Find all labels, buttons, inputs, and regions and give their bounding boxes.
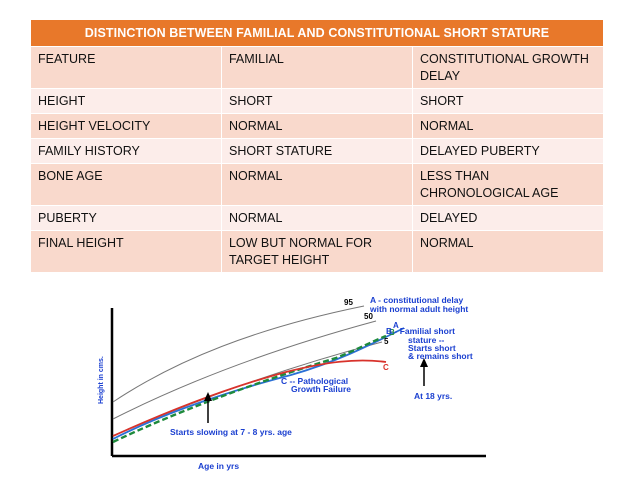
annotation-a-line2: with normal adult height	[369, 304, 468, 314]
table-cell: NORMAL	[411, 230, 605, 273]
arrow-age-18	[420, 358, 428, 386]
table-cell: PUBERTY	[30, 205, 222, 231]
table-title: DISTINCTION BETWEEN FAMILIAL AND CONSTIT…	[30, 19, 604, 47]
annotation-a-line1: A - constitutional delay	[370, 295, 463, 305]
curve-a-marker: A	[393, 321, 399, 330]
table-cell: FAMILY HISTORY	[30, 138, 222, 164]
table-cell: SHORT	[220, 88, 413, 114]
table-cell: SHORT	[411, 88, 605, 114]
table-cell: FINAL HEIGHT	[30, 230, 222, 273]
table-cell: DELAYED	[411, 205, 605, 231]
annotation-b-line1: B - Familial short	[386, 326, 455, 336]
annotation-b-line2: stature --	[408, 335, 445, 345]
annotation-b-line3: Starts short	[408, 343, 456, 353]
percentile-95-label: 95	[344, 298, 353, 307]
x-axis-label: Age in yrs	[198, 461, 239, 471]
table-cell: DELAYED PUBERTY	[411, 138, 605, 164]
curve-familial-short-stature	[112, 334, 387, 444]
arrow-age-7-8	[204, 392, 212, 423]
table-cell: BONE AGE	[30, 163, 222, 206]
percentile-5-label: 5	[384, 337, 389, 346]
table-cell: NORMAL	[220, 113, 413, 139]
table-cell: NORMAL	[220, 205, 413, 231]
table-row: BONE AGE NORMAL LESS THAN CHRONOLOGICAL …	[30, 163, 605, 206]
annotation-start-slowing: Starts slowing at 7 - 8 yrs. age	[170, 427, 292, 437]
percentile-50-label: 50	[364, 312, 373, 321]
table-cell: CONSTITUTIONAL GROWTH DELAY	[411, 46, 605, 89]
annotation-familial: B - Familial short stature -- Starts sho…	[386, 326, 473, 361]
table-row: FAMILY HISTORY SHORT STATURE DELAYED PUB…	[30, 138, 605, 164]
table-cell: NORMAL	[220, 163, 413, 206]
comparison-table: DISTINCTION BETWEEN FAMILIAL AND CONSTIT…	[30, 19, 605, 273]
table-row: HEIGHT VELOCITY NORMAL NORMAL	[30, 113, 605, 139]
table-row: HEIGHT SHORT SHORT	[30, 88, 605, 114]
curve-b-marker: B	[389, 328, 395, 337]
table-cell: FAMILIAL	[220, 46, 413, 89]
growth-chart-figure: 95 50 5 A B C Height in cms. A - constit…	[98, 295, 486, 471]
percentile-50-curve	[112, 320, 377, 420]
percentile-95-curve	[112, 305, 365, 403]
table-header-row: DISTINCTION BETWEEN FAMILIAL AND CONSTIT…	[30, 19, 604, 47]
table-row: FEATURE FAMILIAL CONSTITUTIONAL GROWTH D…	[30, 46, 605, 89]
curve-constitutional-delay	[112, 327, 405, 440]
annotation-pathological: C -- Pathological Growth Failure	[281, 376, 351, 394]
table-cell: HEIGHT	[30, 88, 222, 114]
table-cell: HEIGHT VELOCITY	[30, 113, 222, 139]
annotation-constitutional: A - constitutional delay with normal adu…	[369, 295, 468, 314]
table-cell: FEATURE	[30, 46, 222, 89]
table-cell: LOW BUT NORMAL FOR TARGET HEIGHT	[220, 230, 413, 273]
table-cell: NORMAL	[411, 113, 605, 139]
annotation-at-18: At 18 yrs.	[414, 391, 452, 401]
annotation-b-line4: & remains short	[408, 351, 473, 361]
curve-c-marker: C	[383, 363, 389, 372]
y-axis-label: Height in cms.	[98, 356, 105, 404]
table-row: FINAL HEIGHT LOW BUT NORMAL FOR TARGET H…	[30, 230, 605, 273]
annotation-c-line1: C -- Pathological	[281, 376, 348, 386]
table-row: PUBERTY NORMAL DELAYED	[30, 205, 605, 231]
table-cell: LESS THAN CHRONOLOGICAL AGE	[411, 163, 605, 206]
table-cell: SHORT STATURE	[220, 138, 413, 164]
curve-pathological	[112, 359, 387, 437]
annotation-c-line2: Growth Failure	[291, 384, 351, 394]
